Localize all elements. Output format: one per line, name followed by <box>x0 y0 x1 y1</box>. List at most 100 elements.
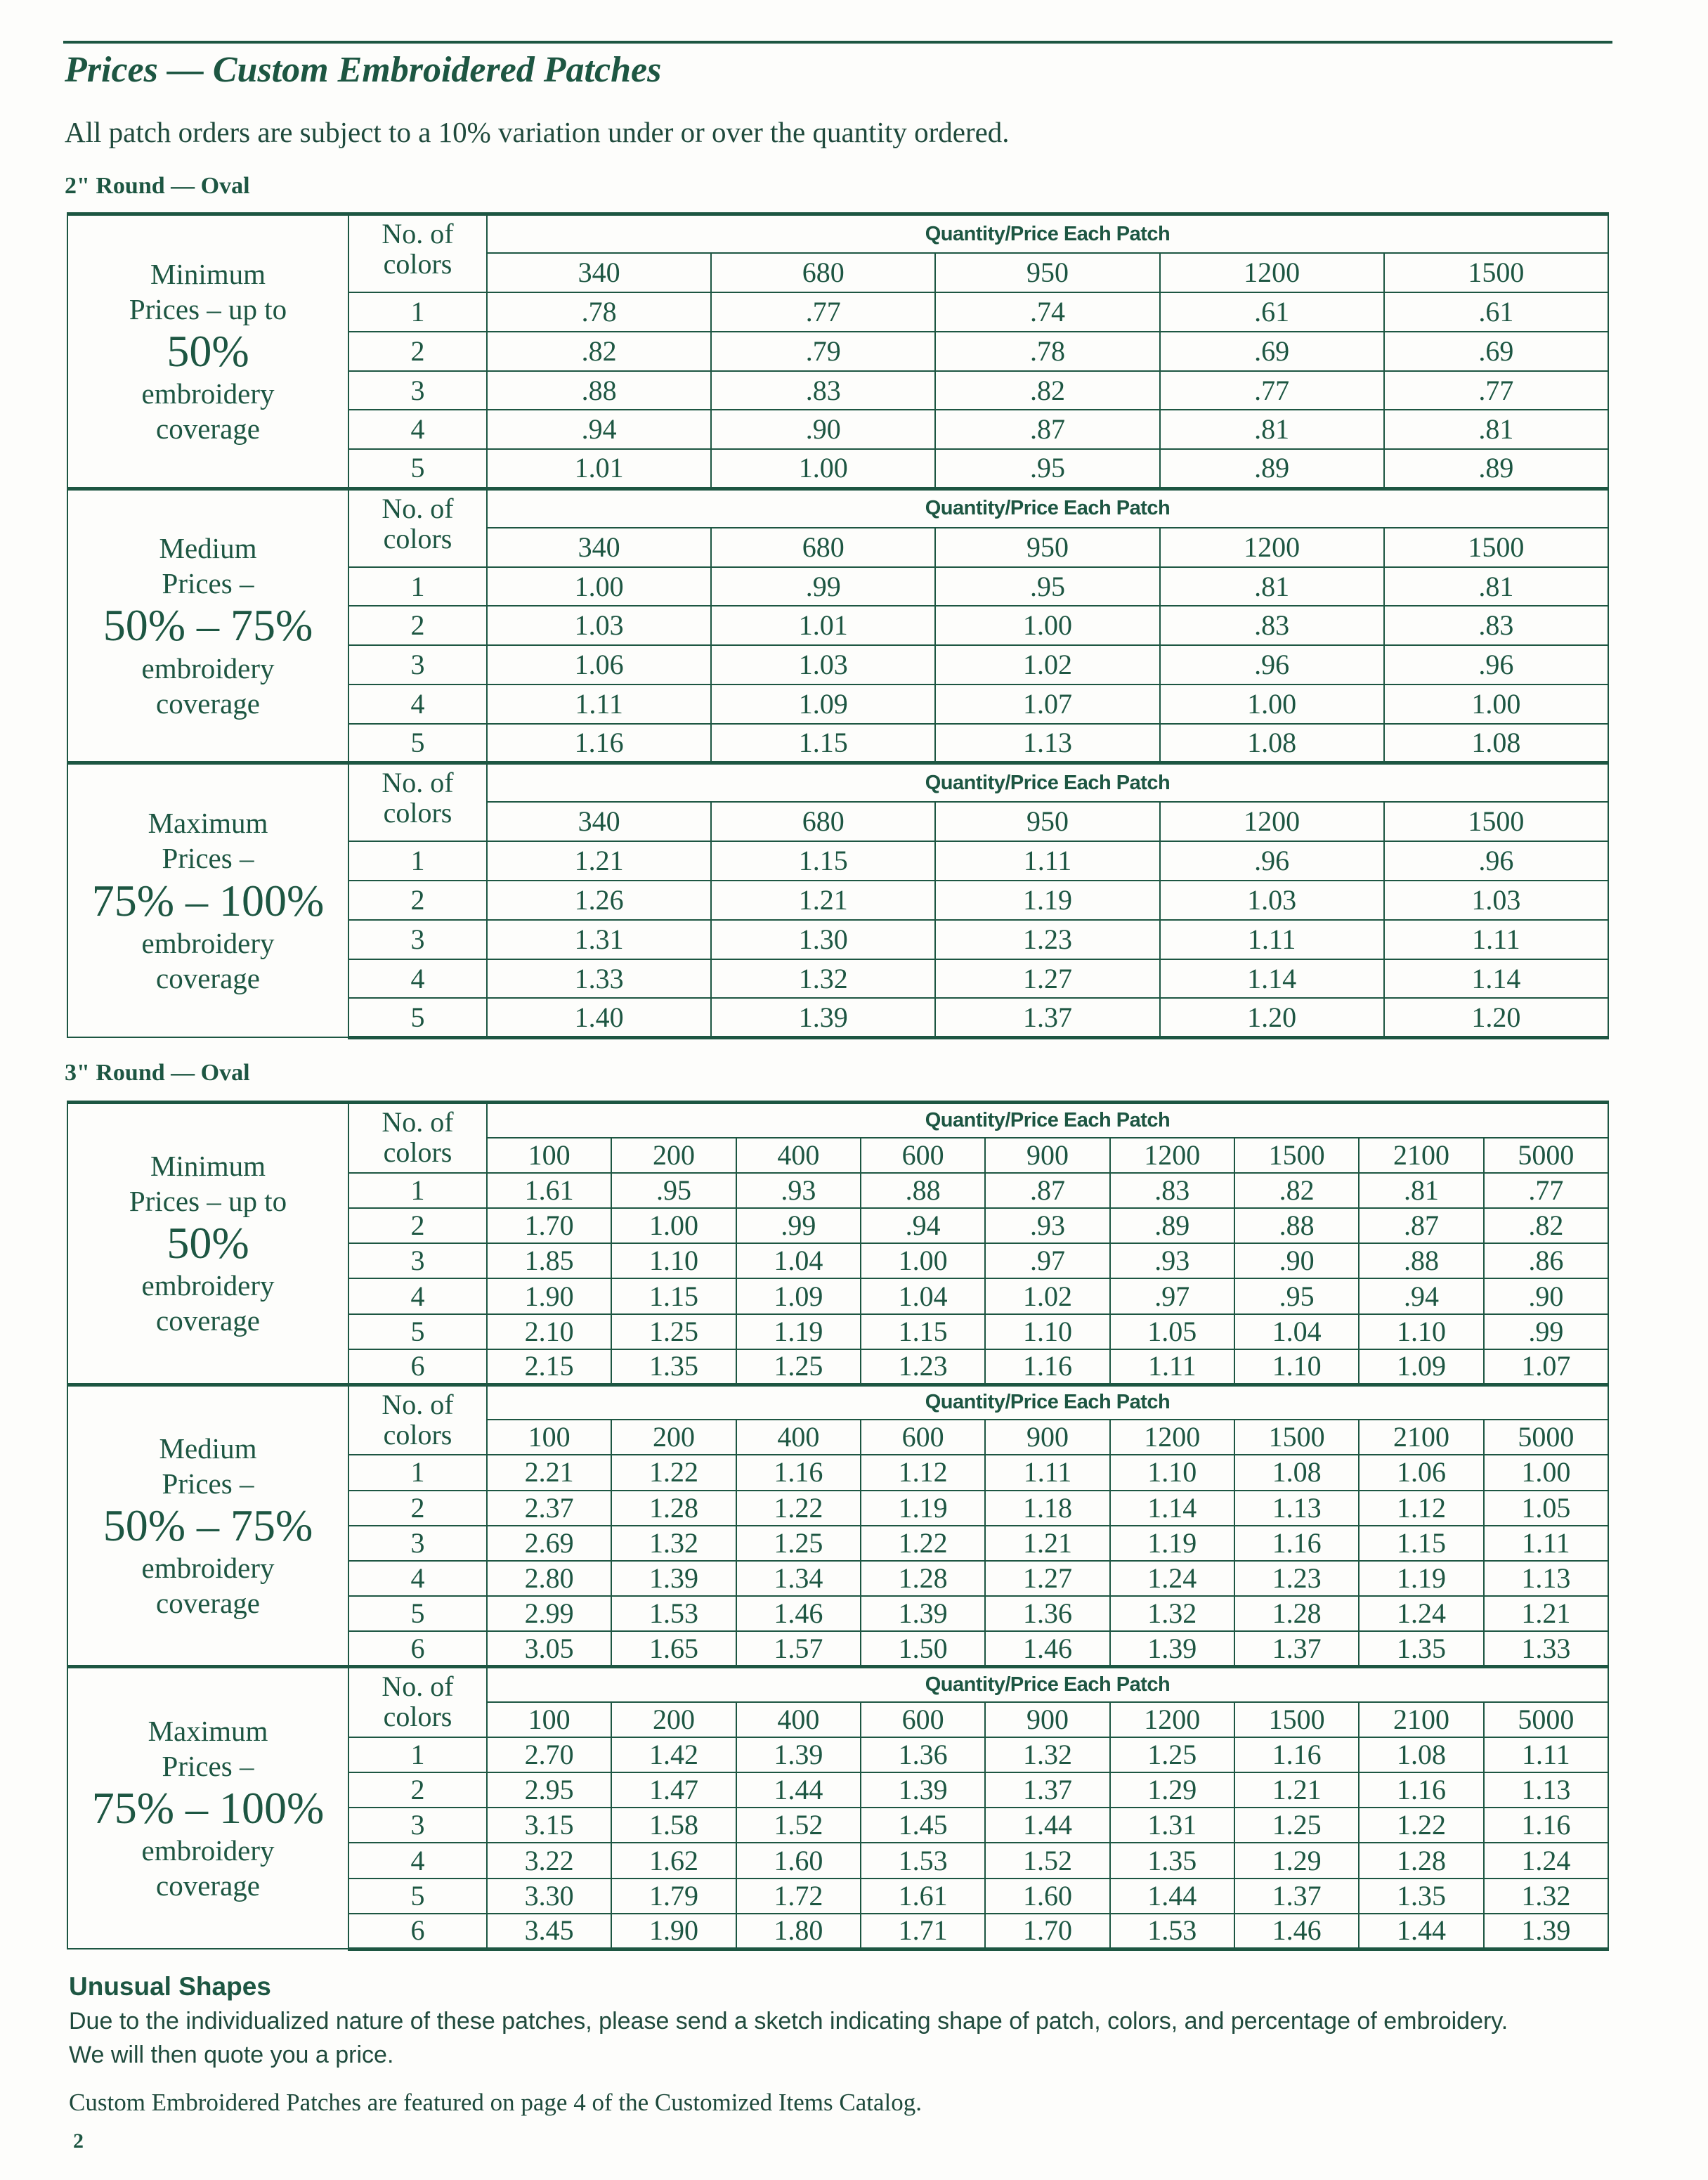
price-cell: 1.21 <box>485 841 712 882</box>
quantity-cell: 5000 <box>1482 1701 1610 1738</box>
colors-header-line: colors <box>383 248 452 280</box>
coverage-label: Medium Prices –50% – 75% embroidery coverag… <box>67 1382 349 1668</box>
price-cell: 1.32 <box>710 958 937 999</box>
colors-header-line: No. of <box>382 218 454 249</box>
price-cell: 1.72 <box>735 1877 861 1914</box>
price-cell: 1.53 <box>1109 1912 1235 1951</box>
price-cell: 1.11 <box>1383 919 1610 960</box>
price-cell: 1.33 <box>485 958 712 999</box>
colors-cell: 3 <box>348 1524 488 1562</box>
quantity-cell: 950 <box>934 801 1161 843</box>
price-cell: .90 <box>1482 1278 1610 1315</box>
price-cell: 1.14 <box>1109 1489 1235 1526</box>
price-cell: 1.39 <box>859 1772 986 1809</box>
price-cell: 1.35 <box>1358 1630 1485 1669</box>
price-cell: 1.37 <box>984 1772 1111 1809</box>
price-cell: 1.16 <box>1482 1807 1610 1844</box>
price-cell: 1.35 <box>1358 1877 1485 1914</box>
price-cell: 1.42 <box>611 1736 737 1774</box>
table-row: 4 3.22 1.62 1.60 1.53 1.52 1.35 1.29 1.28 1.24 <box>67 1842 1610 1879</box>
price-cell: 1.40 <box>485 997 712 1039</box>
price-cell: 1.44 <box>984 1807 1111 1844</box>
price-cell: .77 <box>710 292 937 332</box>
price-cell: 2.80 <box>485 1559 613 1597</box>
table-row: 1.78.77.74.61.61 <box>67 292 1610 332</box>
table-row: 5 2.10 1.25 1.19 1.15 1.10 1.05 1.04 1.10.99 <box>67 1313 1610 1350</box>
price-cell: 1.58 <box>611 1807 737 1844</box>
price-cell: 2.15 <box>485 1348 613 1387</box>
price-cell: 1.35 <box>1109 1842 1235 1879</box>
table-row: 2 1.70 1.00.99.94.93.89.88.87.82 <box>67 1207 1610 1245</box>
price-cell: 1.08 <box>1159 722 1385 765</box>
table-row: 3 3.15 1.58 1.52 1.45 1.44 1.31 1.25 1.22 1.16 <box>67 1807 1610 1844</box>
price-cell: 1.18 <box>984 1489 1111 1526</box>
price-cell: 1.21 <box>984 1524 1111 1562</box>
colors-cell: 2 <box>348 1489 488 1526</box>
table-row: 4 1.33 1.32 1.27 1.14 1.14 <box>67 958 1610 999</box>
price-cell: .94 <box>1358 1278 1485 1315</box>
price-cell: .89 <box>1159 448 1385 491</box>
price-cell: 1.06 <box>485 644 712 686</box>
quantity-cell: 5000 <box>1482 1136 1610 1174</box>
price-cell: 1.08 <box>1358 1736 1485 1774</box>
price-cell: .96 <box>1383 841 1610 882</box>
quantity-cell: 400 <box>735 1136 861 1174</box>
price-cell: 1.28 <box>611 1489 737 1526</box>
price-cell: 1.80 <box>735 1912 861 1951</box>
price-cell: 1.90 <box>611 1912 737 1951</box>
table-row: 4.94.90.87.81.81 <box>67 409 1610 450</box>
price-cell: 2.69 <box>485 1524 613 1562</box>
table-row: 5 2.99 1.53 1.46 1.39 1.36 1.32 1.28 1.24 1.21 <box>67 1595 1610 1633</box>
table-row: 1 1.00.99.95.81.81 <box>67 566 1610 607</box>
quantity-row: 100 200 400 600 900 1200 1500 2100 5000 <box>67 1701 1610 1738</box>
price-cell: 1.06 <box>1358 1454 1485 1491</box>
price-cell: 1.39 <box>735 1736 861 1774</box>
quantity-cell: 400 <box>735 1701 861 1738</box>
label-line: Medium <box>159 532 257 565</box>
price-cell: 1.53 <box>611 1595 737 1633</box>
quantity-cell: 1200 <box>1159 801 1385 843</box>
price-cell: 1.60 <box>735 1842 861 1879</box>
label-line: Maximum <box>148 807 268 840</box>
colors-header: No. of colors <box>348 212 488 294</box>
price-cell: 1.13 <box>934 722 1161 765</box>
price-cell: 1.10 <box>1358 1313 1485 1350</box>
price-cell: 1.16 <box>485 722 712 765</box>
price-cell: .95 <box>934 566 1161 607</box>
quantity-cell: 2100 <box>1358 1419 1485 1456</box>
price-cell: 3.22 <box>485 1842 613 1879</box>
quantity-cell: 600 <box>859 1701 986 1738</box>
quantity-row: 340 680 950 1200 1500 <box>67 526 1610 568</box>
price-cell: 1.30 <box>710 919 937 960</box>
colors-cell: 4 <box>348 1559 488 1597</box>
price-table-2in: Minimum Prices – up to 50% embroidery covera… <box>67 212 1610 1039</box>
colors-header-line: No. of <box>382 767 454 799</box>
label-line: coverage <box>156 1586 260 1619</box>
colors-cell: 4 <box>348 958 488 999</box>
label-percent: 75% – 100% <box>91 875 325 926</box>
price-cell: .99 <box>1482 1313 1610 1350</box>
price-cell: 1.03 <box>485 605 712 647</box>
colors-header-line: No. of <box>382 1670 454 1702</box>
table-row: 6 3.05 1.65 1.57 1.50 1.46 1.39 1.37 1.35 1.33 <box>67 1630 1610 1669</box>
quantity-cell: 950 <box>934 526 1161 568</box>
price-cell: 2.95 <box>485 1772 613 1809</box>
price-cell: 1.00 <box>1482 1454 1610 1491</box>
price-cell: 2.21 <box>485 1454 613 1491</box>
quantity-price-header: Quantity/Price Each Patch <box>486 212 1609 254</box>
table-row: 4 2.80 1.39 1.34 1.28 1.27 1.24 1.23 1.19 1.13 <box>67 1559 1610 1597</box>
price-cell: 1.15 <box>611 1278 737 1315</box>
price-cell: 1.25 <box>735 1348 861 1387</box>
colors-header-line: colors <box>383 797 452 829</box>
price-cell: .69 <box>1383 330 1610 372</box>
price-cell: 1.33 <box>1482 1630 1610 1669</box>
quantity-cell: 100 <box>485 1136 613 1174</box>
label-line: embroidery <box>141 1551 275 1584</box>
price-cell: 1.45 <box>859 1807 986 1844</box>
block-header-row: Medium Prices –50% – 75% embroidery coverag… <box>67 1382 1609 1668</box>
colors-cell: 3 <box>348 1243 488 1280</box>
price-cell: 1.01 <box>485 448 712 491</box>
coverage-label: Maximum Prices –75% – 100% embroidery cover… <box>67 761 349 1039</box>
price-cell: .81 <box>1159 409 1385 450</box>
quantity-row: 100 200 400 600 900 1200 1500 2100 5000 <box>67 1136 1610 1174</box>
